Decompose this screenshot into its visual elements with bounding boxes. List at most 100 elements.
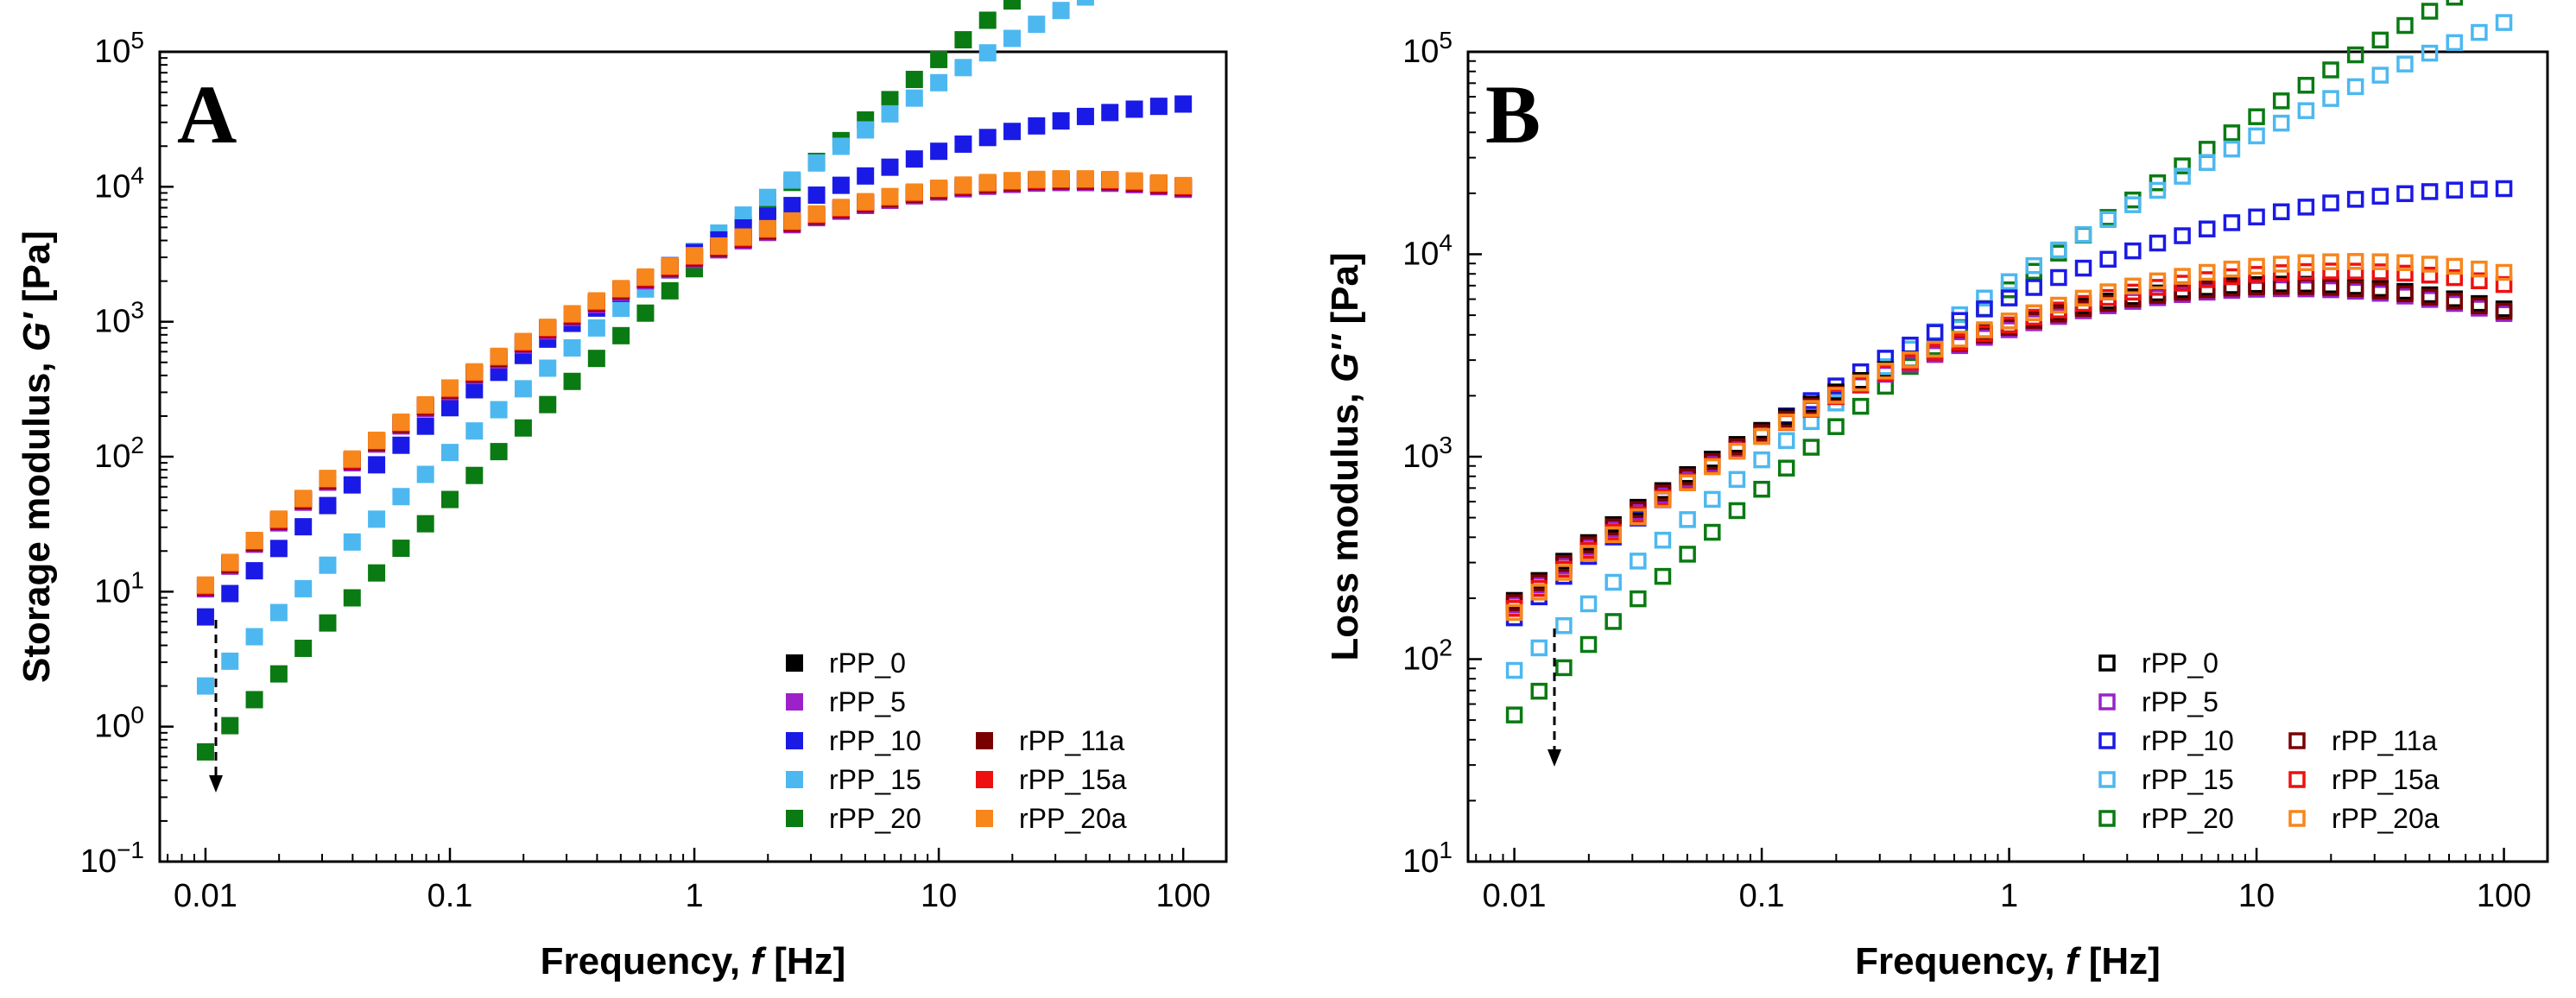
data-point (636, 304, 655, 322)
data-point (441, 490, 459, 508)
data-point (2371, 282, 2389, 300)
data-point (294, 490, 313, 508)
data-point (1704, 458, 1721, 476)
x-tick-label: 0.1 (1739, 878, 1785, 914)
data-point (245, 562, 263, 580)
data-point (2297, 77, 2315, 94)
data-point (319, 614, 337, 632)
data-point (1976, 300, 1993, 318)
data-point (1579, 545, 1598, 562)
data-point (758, 219, 776, 237)
data-point (2099, 250, 2117, 268)
panel-a-storage-modulus: 0.01 0.1 1 10 100 10−1 100 101 102 103 104 105 Frequ… (16, 0, 1228, 982)
data-point (465, 363, 484, 381)
data-point (832, 137, 850, 155)
data-point (514, 419, 532, 437)
data-point (2446, 268, 2464, 287)
data-point (1802, 439, 1820, 456)
data-point (2396, 185, 2414, 203)
series-rPP_10 (1505, 180, 2513, 627)
legend-marker (2098, 654, 2116, 672)
data-point (1003, 123, 1022, 141)
legend-marker (2098, 732, 2116, 749)
legend-marker (2288, 732, 2306, 749)
data-point (2124, 277, 2142, 295)
data-point (881, 187, 899, 205)
data-point (2050, 241, 2067, 259)
data-point (2396, 264, 2414, 282)
legend-label: rPP_11a (2332, 725, 2437, 756)
data-point (392, 488, 410, 506)
data-point (1505, 603, 1523, 622)
legend-marker (786, 732, 803, 749)
data-point (661, 281, 679, 300)
data-point (2050, 268, 2067, 287)
data-points (196, 0, 1193, 761)
data-point (2099, 283, 2117, 300)
data-point (661, 257, 679, 275)
data-point (1827, 387, 1845, 404)
data-point (2223, 279, 2241, 297)
legend-marker (976, 732, 993, 749)
data-point (978, 44, 997, 62)
data-point (1902, 351, 1919, 369)
legend-marker (786, 810, 803, 827)
data-point (2346, 262, 2364, 280)
data-point (2074, 259, 2092, 277)
data-point (1530, 584, 1547, 601)
data-point (2471, 260, 2488, 278)
data-point (2371, 31, 2389, 49)
data-point (1076, 170, 1094, 188)
data-point (2223, 140, 2241, 158)
data-point (954, 135, 972, 153)
data-point (2297, 262, 2315, 281)
series-rPP_20a (1505, 253, 2513, 622)
y-tick-label: 105 (94, 27, 144, 70)
data-point (343, 450, 361, 468)
data-point (294, 579, 313, 597)
x-tick-label: 0.01 (174, 878, 237, 914)
data-point (1679, 511, 1696, 528)
data-point (1728, 502, 1746, 520)
data-point (2495, 275, 2513, 294)
series-rPP_20 (196, 0, 1022, 761)
data-point (978, 129, 997, 147)
data-points (1505, 0, 2513, 723)
data-point (954, 31, 972, 49)
panel-b-loss-modulus: 0.01 0.1 1 10 100 101 102 103 104 105 Frequency, f… (1324, 0, 2549, 982)
data-point (465, 381, 484, 399)
data-point (2199, 220, 2216, 237)
legend-label: rPP_20 (2142, 803, 2234, 834)
data-point (2149, 272, 2167, 290)
data-point (2421, 3, 2439, 20)
series-rPP_20 (1505, 0, 2464, 723)
data-point (2297, 254, 2315, 271)
data-point (2074, 289, 2092, 307)
data-point (490, 347, 508, 365)
data-point (2446, 181, 2464, 199)
x-axis-title: Frequency, f [Hz] (541, 940, 846, 982)
data-point (465, 466, 484, 484)
data-point (2149, 181, 2167, 199)
data-point (1003, 29, 1022, 47)
data-point (368, 564, 386, 582)
data-point (1604, 613, 1622, 630)
legend-label: rPP_15 (829, 764, 921, 795)
data-point (1951, 331, 1969, 348)
data-point (783, 171, 801, 189)
data-point (2396, 16, 2414, 35)
data-point (857, 193, 875, 211)
data-point (2124, 196, 2142, 213)
data-point (1728, 442, 1746, 460)
data-point (514, 380, 532, 398)
data-point (539, 319, 557, 337)
data-point (2025, 304, 2042, 322)
legend-label: rPP_0 (2142, 647, 2218, 679)
data-point (294, 639, 313, 657)
data-point (343, 589, 361, 607)
data-point (612, 326, 630, 344)
data-point (1028, 170, 1046, 188)
data-point (930, 142, 948, 161)
data-point (563, 372, 581, 390)
y-tick-label: 101 (1402, 837, 1453, 880)
